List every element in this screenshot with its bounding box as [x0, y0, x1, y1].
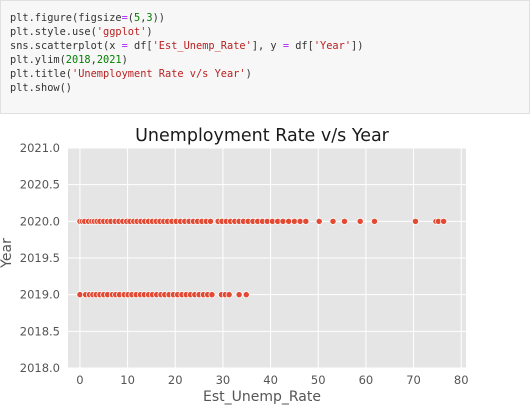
scatter-point: [285, 217, 293, 225]
code-token: plt.style.use(: [10, 26, 97, 38]
x-tick-label: 40: [263, 373, 278, 387]
scatter-point: [290, 217, 298, 225]
y-tick-label: 2020.5: [20, 178, 60, 192]
y-tick-label: 2019.0: [20, 288, 60, 302]
code-line: plt.show(): [10, 81, 363, 95]
chart-title: Unemployment Rate v/s Year: [135, 126, 390, 146]
scatter-chart: Unemployment Rate v/s Year 0 10 20 30 40 50 60…: [0, 126, 469, 405]
scatter-point: [208, 291, 216, 299]
scatter-point: [440, 217, 448, 225]
scatter-point: [225, 291, 233, 299]
code-line: plt.style.use('ggplot'): [10, 25, 363, 39]
code-token: ): [245, 68, 252, 80]
code-token: )): [152, 12, 166, 24]
code-token: 'Est_Unemp_Rate': [152, 40, 252, 52]
code-line: sns.scatterplot(x = df['Est_Unemp_Rate']…: [10, 39, 363, 53]
x-tick-label: 70: [406, 373, 421, 387]
y-tick-label: 2020.0: [20, 214, 60, 228]
code-token: 'Unemployment Rate v/s Year': [72, 68, 246, 80]
scatter-point: [296, 217, 304, 225]
code-token: 'ggplot': [96, 26, 147, 38]
tick-labels: 0 10 20 30 40 50 60 70 80 2018.0 2018.5 2019.0 2019.…: [20, 141, 469, 387]
scatter-point: [315, 217, 323, 225]
x-tick-label: 30: [216, 373, 231, 387]
code-token: =: [282, 40, 290, 52]
scatter-point: [279, 217, 287, 225]
code-token: 'Year': [313, 40, 352, 52]
x-axis-label: Est_Unemp_Rate: [203, 389, 321, 405]
code-cell[interactable]: plt.figure(figsize=(5,3)) plt.style.use('…: [0, 0, 530, 114]
x-tick-label: 0: [76, 373, 83, 387]
code-token: ,: [90, 54, 97, 66]
scatter-point: [242, 291, 250, 299]
scatter-point: [371, 217, 378, 225]
code-token: plt.show(): [10, 82, 72, 94]
code-token: sns.scatterplot(x: [10, 40, 122, 52]
code-token: plt.title(: [10, 68, 72, 80]
code-token: plt.ylim(: [10, 54, 66, 66]
code-token: ]): [351, 40, 364, 52]
code-token: 5: [134, 12, 141, 24]
y-tick-label: 2018.0: [20, 361, 60, 375]
code-token: plt.figure(figsize: [10, 12, 122, 24]
code-token: ,: [140, 12, 147, 24]
y-tick-label: 2018.5: [20, 324, 60, 338]
code-token: =: [121, 12, 128, 24]
y-axis-label: Year: [0, 238, 15, 269]
code-token: df[: [127, 40, 153, 52]
code-token: 2018: [65, 54, 91, 66]
gridlines: [68, 147, 466, 369]
x-tick-label: 20: [168, 373, 183, 387]
code-editor[interactable]: plt.figure(figsize=(5,3)) plt.style.use('…: [10, 11, 363, 95]
code-token: df[: [289, 40, 314, 52]
scatter-point: [341, 217, 348, 225]
code-line: plt.ylim(2018,2021): [10, 53, 363, 67]
code-token: 2021: [96, 54, 122, 66]
output-area: Unemployment Rate v/s Year 0 10 20 30 40 50 60…: [0, 118, 532, 412]
scatter-point: [412, 217, 419, 225]
code-token: ): [146, 26, 153, 38]
x-tick-label: 10: [120, 373, 135, 387]
scatter-point: [356, 217, 364, 225]
code-token: ): [121, 54, 128, 66]
code-token: (: [127, 12, 134, 24]
scatter-point: [207, 217, 214, 225]
y-tick-label: 2019.5: [20, 251, 60, 265]
scatter-point: [329, 217, 337, 225]
x-tick-label: 50: [311, 373, 326, 387]
x-tick-label: 80: [454, 373, 469, 387]
code-token: 3: [146, 12, 153, 24]
code-line: plt.figure(figsize=(5,3)): [10, 11, 363, 25]
x-tick-label: 60: [359, 373, 374, 387]
code-token: =: [121, 40, 128, 52]
y-tick-label: 2021.0: [20, 141, 60, 155]
code-line: plt.title('Unemployment Rate v/s Year'): [10, 67, 363, 81]
scatter-point: [302, 217, 310, 225]
scatter-point: [235, 291, 243, 299]
code-token: ], y: [251, 40, 283, 52]
scatter-point: [76, 291, 84, 299]
data-points: [76, 217, 448, 299]
